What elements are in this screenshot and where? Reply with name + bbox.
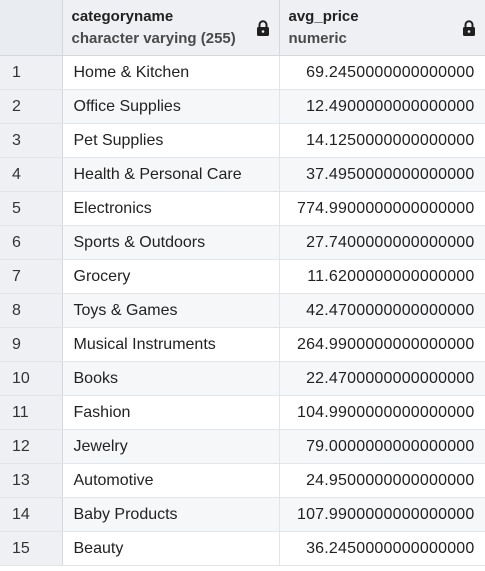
row-number-header[interactable] xyxy=(0,0,63,56)
row-number: 4 xyxy=(0,157,63,192)
avg-price-cell[interactable]: 107.9900000000000000 xyxy=(279,497,485,532)
column-name: avg_price xyxy=(288,8,359,25)
row-number: 3 xyxy=(0,123,63,158)
row-number: 5 xyxy=(0,191,63,226)
row-number: 7 xyxy=(0,259,63,294)
header-row: categoryname character varying (255) avg… xyxy=(0,0,485,56)
column-header-categoryname[interactable]: categoryname character varying (255) xyxy=(62,0,280,56)
table-row[interactable]: 12 Jewelry 79.0000000000000000 xyxy=(0,429,485,464)
categoryname-cell[interactable]: Automotive xyxy=(62,463,280,498)
table-row[interactable]: 10 Books 22.4700000000000000 xyxy=(0,361,485,396)
row-number: 10 xyxy=(0,361,63,396)
table-row[interactable]: 4 Health & Personal Care 37.49500000000000… xyxy=(0,157,485,192)
categoryname-cell[interactable]: Books xyxy=(62,361,280,396)
row-number: 15 xyxy=(0,531,63,566)
table-row[interactable]: 7 Grocery 11.6200000000000000 xyxy=(0,259,485,294)
avg-price-cell[interactable]: 36.2450000000000000 xyxy=(279,531,485,566)
table-row[interactable]: 3 Pet Supplies 14.1250000000000000 xyxy=(0,123,485,158)
avg-price-cell[interactable]: 22.4700000000000000 xyxy=(279,361,485,396)
table-row[interactable]: 15 Beauty 36.2450000000000000 xyxy=(0,531,485,566)
avg-price-cell[interactable]: 774.9900000000000000 xyxy=(279,191,485,226)
table-row[interactable]: 9 Musical Instruments 264.9900000000000000 xyxy=(0,327,485,362)
categoryname-cell[interactable]: Electronics xyxy=(62,191,280,226)
avg-price-cell[interactable]: 264.9900000000000000 xyxy=(279,327,485,362)
categoryname-cell[interactable]: Sports & Outdoors xyxy=(62,225,280,260)
row-number: 1 xyxy=(0,55,63,90)
avg-price-cell[interactable]: 27.7400000000000000 xyxy=(279,225,485,260)
table-row[interactable]: 11 Fashion 104.9900000000000000 xyxy=(0,395,485,430)
categoryname-cell[interactable]: Toys & Games xyxy=(62,293,280,328)
row-number: 12 xyxy=(0,429,63,464)
categoryname-cell[interactable]: Jewelry xyxy=(62,429,280,464)
column-type: character varying (255) xyxy=(71,30,236,47)
avg-price-cell[interactable]: 104.9900000000000000 xyxy=(279,395,485,430)
categoryname-cell[interactable]: Grocery xyxy=(62,259,280,294)
row-number: 9 xyxy=(0,327,63,362)
avg-price-cell[interactable]: 24.9500000000000000 xyxy=(279,463,485,498)
table-row[interactable]: 13 Automotive 24.9500000000000000 xyxy=(0,463,485,498)
table-row[interactable]: 6 Sports & Outdoors 27.7400000000000000 xyxy=(0,225,485,260)
categoryname-cell[interactable]: Baby Products xyxy=(62,497,280,532)
row-number: 6 xyxy=(0,225,63,260)
categoryname-cell[interactable]: Health & Personal Care xyxy=(62,157,280,192)
avg-price-cell[interactable]: 14.1250000000000000 xyxy=(279,123,485,158)
categoryname-cell[interactable]: Fashion xyxy=(62,395,280,430)
categoryname-cell[interactable]: Pet Supplies xyxy=(62,123,280,158)
avg-price-cell[interactable]: 11.6200000000000000 xyxy=(279,259,485,294)
row-number: 11 xyxy=(0,395,63,430)
column-name: categoryname xyxy=(71,8,174,25)
lock-icon xyxy=(462,20,475,36)
table-row[interactable]: 1 Home & Kitchen 69.2450000000000000 xyxy=(0,55,485,90)
avg-price-cell[interactable]: 12.4900000000000000 xyxy=(279,89,485,124)
row-number: 2 xyxy=(0,89,63,124)
avg-price-cell[interactable]: 79.0000000000000000 xyxy=(279,429,485,464)
row-number: 14 xyxy=(0,497,63,532)
avg-price-cell[interactable]: 69.2450000000000000 xyxy=(279,55,485,90)
column-type: numeric xyxy=(288,30,347,47)
categoryname-cell[interactable]: Beauty xyxy=(62,531,280,566)
table-row[interactable]: 5 Electronics 774.9900000000000000 xyxy=(0,191,485,226)
table-row[interactable]: 14 Baby Products 107.9900000000000000 xyxy=(0,497,485,532)
table-row[interactable]: 8 Toys & Games 42.4700000000000000 xyxy=(0,293,485,328)
lock-icon xyxy=(256,20,269,36)
categoryname-cell[interactable]: Office Supplies xyxy=(62,89,280,124)
categoryname-cell[interactable]: Home & Kitchen xyxy=(62,55,280,90)
table-row[interactable]: 2 Office Supplies 12.4900000000000000 xyxy=(0,89,485,124)
row-number: 13 xyxy=(0,463,63,498)
categoryname-cell[interactable]: Musical Instruments xyxy=(62,327,280,362)
row-number: 8 xyxy=(0,293,63,328)
avg-price-cell[interactable]: 42.4700000000000000 xyxy=(279,293,485,328)
avg-price-cell[interactable]: 37.4950000000000000 xyxy=(279,157,485,192)
column-header-avg-price[interactable]: avg_price numeric xyxy=(279,0,485,56)
